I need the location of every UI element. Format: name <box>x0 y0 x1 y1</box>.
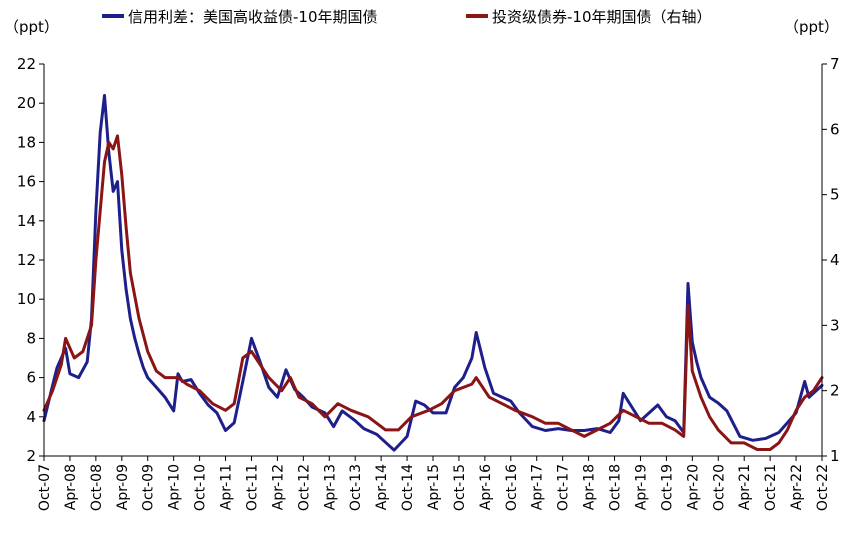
left-tick-label: 10 <box>17 290 36 308</box>
left-tick-label: 20 <box>17 94 36 112</box>
right-tick-label: 1 <box>830 447 840 465</box>
left-tick-label: 16 <box>17 173 36 191</box>
right-tick-label: 4 <box>830 251 840 269</box>
x-tick-label: Oct-20 <box>711 464 727 511</box>
x-tick-label: Apr-19 <box>633 464 649 510</box>
right-axis-unit-label: （ppt） <box>784 18 839 36</box>
x-tick-label: Apr-10 <box>167 464 183 510</box>
series-line-high-yield <box>42 93 824 452</box>
left-tick-label: 8 <box>26 329 36 347</box>
x-tick-label: Oct-17 <box>556 464 572 511</box>
x-tick-label: Apr-15 <box>426 464 442 510</box>
x-tick-label: Oct-18 <box>608 464 624 511</box>
legend-label-investment-grade: 投资级债券-10年期国债（右轴） <box>492 8 712 26</box>
x-tick-label: Oct-16 <box>504 464 520 511</box>
x-tick-label: Apr-22 <box>789 464 805 510</box>
x-tick-label: Oct-10 <box>193 464 209 511</box>
x-tick-label: Apr-16 <box>478 464 494 510</box>
x-tick-label: Oct-21 <box>763 464 779 511</box>
left-tick-label: 22 <box>17 55 36 73</box>
left-tick-label: 12 <box>17 251 36 269</box>
x-tick-label: Apr-13 <box>322 464 338 510</box>
right-tick-label: 7 <box>830 55 840 73</box>
x-tick-label: Oct-15 <box>452 464 468 511</box>
x-tick-label: Apr-18 <box>582 464 598 510</box>
left-axis: 2 4 6 8 10 12 14 16 18 20 22 <box>17 55 44 465</box>
right-tick-label: 5 <box>830 186 840 204</box>
x-tick-label: Oct-07 <box>37 464 53 511</box>
left-tick-label: 2 <box>26 447 36 465</box>
x-tick-label: Apr-21 <box>737 464 753 510</box>
right-tick-label: 2 <box>830 382 840 400</box>
x-tick-label: Apr-09 <box>115 464 131 510</box>
x-tick-label: Oct-13 <box>348 464 364 511</box>
left-tick-label: 18 <box>17 133 36 151</box>
legend-label-high-yield: 信用利差：美国高收益债-10年期国债 <box>128 8 378 26</box>
x-axis: Oct-07 Apr-08 Oct-08 Apr-09 Oct-09 Apr-10 Oct-… <box>37 456 831 511</box>
x-tick-label: Oct-12 <box>296 464 312 511</box>
x-tick-label: Oct-14 <box>400 464 416 511</box>
x-tick-label: Oct-11 <box>244 464 260 511</box>
right-tick-label: 6 <box>830 120 840 138</box>
x-tick-label: Apr-11 <box>219 464 235 510</box>
x-tick-label: Apr-12 <box>270 464 286 510</box>
x-tick-label: Apr-08 <box>63 464 79 510</box>
x-tick-label: Apr-14 <box>374 464 390 510</box>
x-tick-label: Oct-09 <box>141 464 157 511</box>
left-tick-label: 14 <box>17 212 36 230</box>
x-tick-label: Apr-17 <box>530 464 546 510</box>
left-tick-label: 4 <box>26 408 36 426</box>
series-layer <box>42 93 824 452</box>
series-line-investment-grade <box>42 134 824 451</box>
x-tick-label: Oct-08 <box>89 464 105 511</box>
x-tick-label: Apr-20 <box>685 464 701 510</box>
left-axis-unit-label: （ppt） <box>4 18 59 36</box>
right-axis: 1 2 3 4 5 6 7 <box>822 55 840 465</box>
x-tick-label: Oct-19 <box>659 464 675 511</box>
x-tick-label: Oct-22 <box>815 464 831 511</box>
right-tick-label: 3 <box>830 316 840 334</box>
legend: 信用利差：美国高收益债-10年期国债 投资级债券-10年期国债（右轴） <box>102 8 712 26</box>
left-tick-label: 6 <box>26 369 36 387</box>
